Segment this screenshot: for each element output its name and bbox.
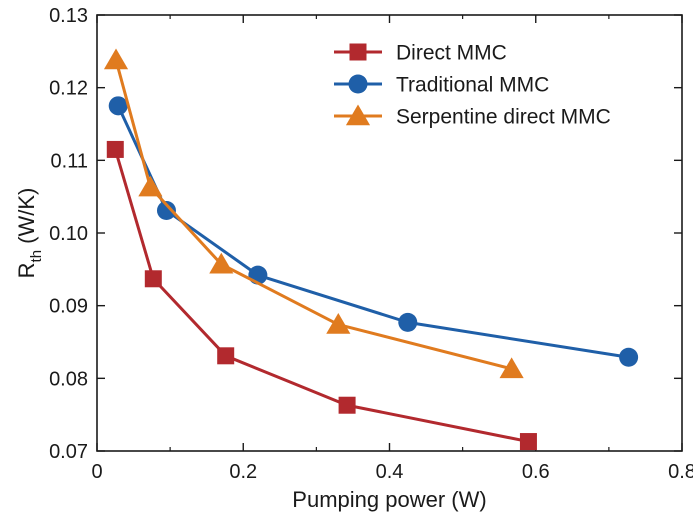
y-tick-label: 0.08 xyxy=(49,368,88,390)
data-point xyxy=(519,433,537,451)
y-tick-label: 0.11 xyxy=(51,150,88,172)
x-tick-label: 0.8 xyxy=(668,461,693,483)
y-tick-label: 0.07 xyxy=(49,441,88,463)
series-layer xyxy=(103,48,639,451)
legend-item-direct-mmc: Direct MMC xyxy=(334,42,507,65)
y-tick-label: 0.12 xyxy=(49,78,88,100)
legend-item-traditional-mmc: Traditional MMC xyxy=(334,74,549,97)
data-point xyxy=(103,48,129,70)
data-point xyxy=(326,313,351,334)
y-axis-label-subscript: th xyxy=(28,250,45,263)
legend-marker xyxy=(349,43,367,61)
data-point xyxy=(217,347,235,365)
y-axis-label-unit: (W/K) xyxy=(14,188,39,250)
series-serpentine-direct-mmc xyxy=(103,48,524,379)
x-tick-label: 0.4 xyxy=(376,461,404,483)
x-axis-label: Pumping power (W) xyxy=(292,487,486,512)
y-axis-label: Rth (W/K) xyxy=(14,188,45,279)
legend-label: Direct MMC xyxy=(396,42,507,65)
y-axis-label-main: R xyxy=(14,262,39,278)
data-point xyxy=(209,252,234,274)
y-tick-label: 0.13 xyxy=(49,5,88,27)
data-point xyxy=(108,96,128,116)
legend-label: Traditional MMC xyxy=(396,74,549,97)
data-point xyxy=(619,347,639,367)
plot-frame xyxy=(96,14,683,452)
data-point xyxy=(144,270,162,288)
data-point xyxy=(499,357,524,379)
data-point xyxy=(398,312,418,332)
x-tick-label: 0.2 xyxy=(229,461,257,483)
data-point xyxy=(138,175,163,197)
data-point xyxy=(156,200,176,220)
legend: Direct MMC Traditional MMC Serpentine dire… xyxy=(334,42,611,129)
legend-marker xyxy=(348,74,368,94)
series-traditional-mmc xyxy=(108,96,639,367)
x-tick-label: 0 xyxy=(91,461,102,483)
data-point xyxy=(338,396,356,414)
legend-item-serpentine-direct-mmc: Serpentine direct MMC xyxy=(334,104,611,129)
y-tick-label: 0.10 xyxy=(49,223,88,245)
y-tick-label: 0.09 xyxy=(49,296,88,318)
series-direct-mmc xyxy=(106,140,537,451)
x-tick-label: 0.6 xyxy=(522,461,550,483)
legend-marker xyxy=(345,104,371,126)
data-point xyxy=(106,140,124,158)
series-line xyxy=(116,105,629,359)
legend-label: Serpentine direct MMC xyxy=(396,106,611,129)
axis-ticks: 0 0.2 0.4 0.6 0.8 0.07 0.08 0.09 0.10 0.11 0.12 0.1… xyxy=(49,5,693,483)
